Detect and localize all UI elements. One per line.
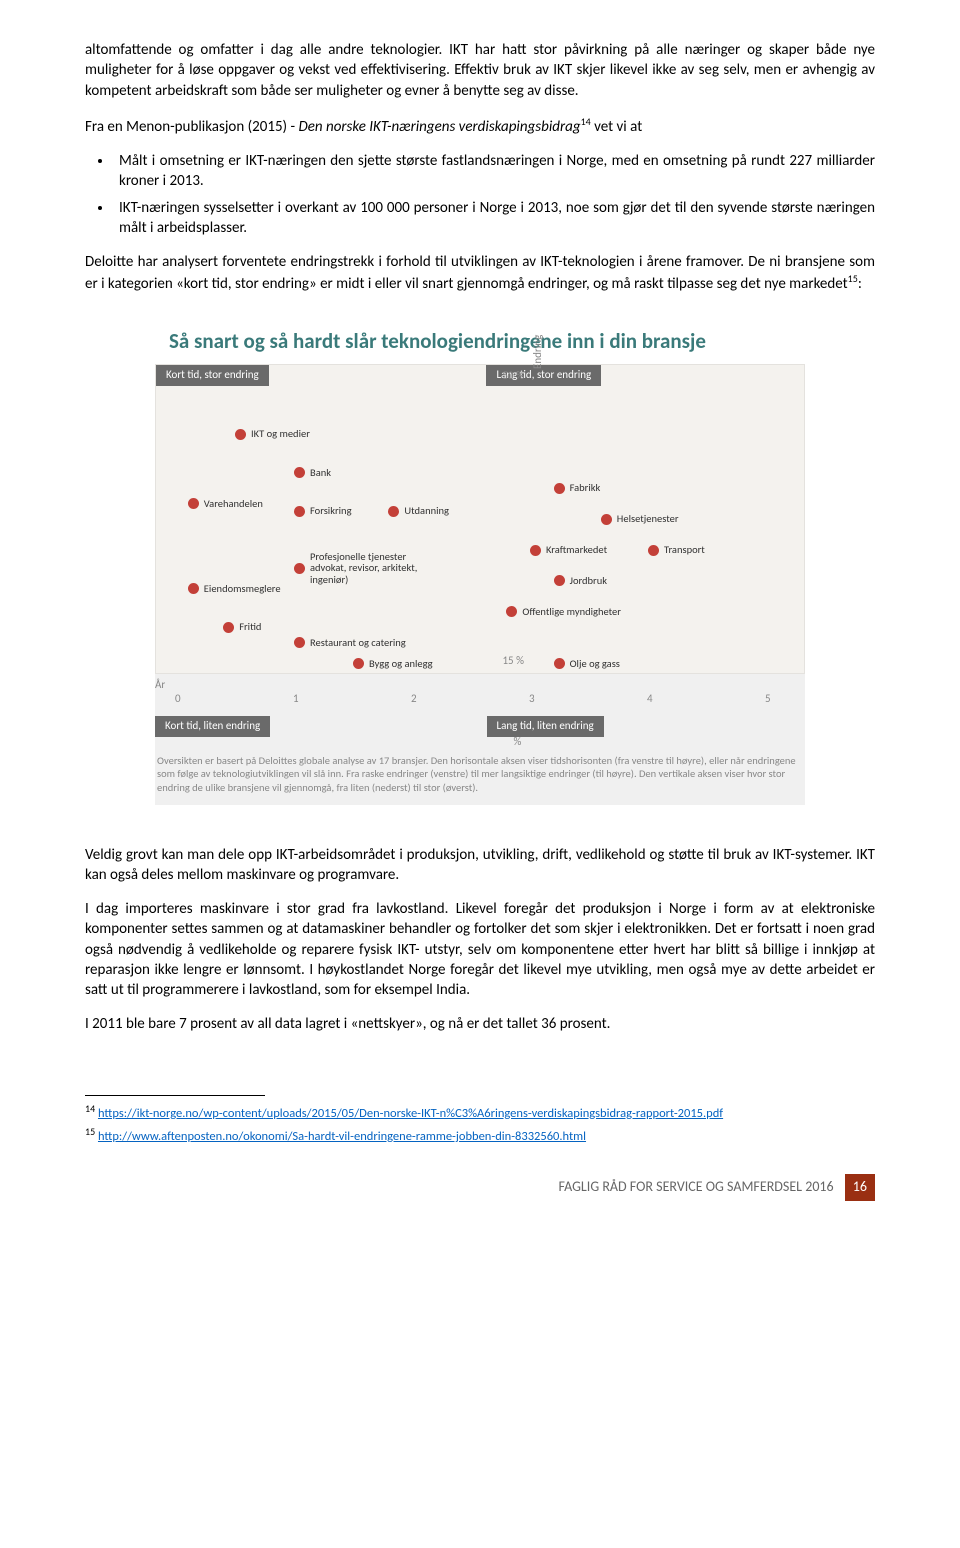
dot-icon [554,658,565,669]
chart-point-label: Varehandelen [204,497,263,511]
p2-b: vet vi at [591,118,643,136]
chart-point-label: Olje og gass [570,657,620,671]
x-tick: 5 [765,692,771,707]
dot-icon [294,467,305,478]
dot-icon [223,622,234,633]
x-tick: 4 [647,692,653,707]
chart-bottom-strip: Kort tid, liten endring 0 % Lang tid, li… [155,716,805,748]
chart-point: Bygg og anlegg [353,657,433,671]
chart-point-label: Forsikring [310,504,352,518]
dot-icon [235,429,246,440]
footnote-rule [85,1095,265,1096]
chart-point-label: Utdanning [404,504,449,518]
quad-tag-br: Lang tid, liten endring [487,716,604,737]
chart-point: IKT og medier [235,427,310,441]
chart-point: Eiendomsmeglere [188,582,281,596]
fn14-link[interactable]: https://ikt-norge.no/wp-content/uploads/… [98,1106,723,1121]
fn15-num: 15 [85,1125,95,1138]
dot-icon [601,514,612,525]
chart-point: Restaurant og catering [294,636,406,650]
dot-icon [188,583,199,594]
p2-a: Fra en Menon-publikasjon (2015) - [85,118,298,136]
chart-point: Varehandelen [188,497,263,511]
footer-page-number: 16 [845,1174,875,1201]
chart-point-label: Eiendomsmeglere [204,582,281,596]
chart-point: Profesjonelle tjenester advokat, revisor… [294,551,420,586]
footer-text: FAGLIG RÅD FOR SERVICE OG SAMFERDSEL 201… [558,1178,833,1195]
fn15-link[interactable]: http://www.aftenposten.no/okonomi/Sa-har… [98,1129,586,1144]
sup-15: 15 [848,272,858,285]
chart-point-label: Kraftmarkedet [546,543,607,557]
chart-caption: Oversikten er basert på Deloittes global… [155,748,805,805]
paragraph-2: Fra en Menon-publikasjon (2015) - Den no… [85,115,875,137]
dot-icon [554,575,565,586]
paragraph-5: I dag importeres maskinvare i stor grad … [85,899,875,1000]
dot-icon [294,563,305,574]
x-tick: 2 [411,692,417,707]
x-tick: 0 [175,692,181,707]
dot-icon [294,506,305,517]
chart-point-label: Fabrikk [570,481,601,495]
paragraph-6: I 2011 ble bare 7 prosent av all data la… [85,1014,875,1034]
chart-point-label: Bygg og anlegg [369,657,433,671]
p2-italic: Den norske IKT-næringens verdiskapingsbi… [298,118,580,136]
x-tick: 1 [293,692,299,707]
chart-point: Kraftmarkedet [530,543,607,557]
paragraph-4: Veldig grovt kan man dele opp IKT-arbeid… [85,845,875,886]
chart-point-label: IKT og medier [251,427,310,441]
x-tick: 3 [529,692,535,707]
chart-container: Så snart og så hardt slår teknologiendri… [155,317,805,805]
fn14-num: 14 [85,1102,95,1115]
y-axis-label: Endring [531,334,546,368]
y-tick-15: 15 % [502,654,524,669]
p3-b: : [858,275,862,293]
p3-a: Deloitte har analysert forventete endrin… [85,253,875,293]
chart-point-label: Transport [664,543,705,557]
chart-point: Transport [648,543,705,557]
dot-icon [648,545,659,556]
quad-tag-tl: Kort tid, stor endring [156,365,269,386]
chart-title: Så snart og så hardt slår teknologiendri… [155,317,805,364]
dot-icon [530,545,541,556]
chart-point: Fabrikk [554,481,601,495]
footnote-14: 14 https://ikt-norge.no/wp-content/uploa… [85,1102,875,1123]
dot-icon [388,506,399,517]
chart-point-label: Jordbruk [570,574,607,588]
paragraph-1: altomfattende og omfatter i dag alle and… [85,40,875,101]
chart-point: Forsikring [294,504,352,518]
chart-point-label: Restaurant og catering [310,636,406,650]
x-axis-label: År [155,678,165,693]
chart-point-label: Bank [310,466,331,480]
bullet-1: Målt i omsetning er IKT-næringen den sje… [113,151,875,192]
chart-point: Utdanning [388,504,449,518]
chart-point: Helsetjenester [601,512,679,526]
chart-point-label: Offentlige myndigheter [522,605,621,619]
sup-14: 14 [581,115,591,128]
chart-point: Offentlige myndigheter [506,605,621,619]
chart-point-label: Fritid [239,620,261,634]
dot-icon [188,498,199,509]
chart-point: Jordbruk [554,574,607,588]
quad-tag-bl: Kort tid, liten endring [155,716,270,737]
chart-point-label: Profesjonelle tjenester advokat, revisor… [310,551,420,586]
chart-point: Bank [294,466,331,480]
bullet-2: IKT-næringen sysselsetter i overkant av … [113,198,875,239]
dot-icon [294,637,305,648]
bullet-list: Målt i omsetning er IKT-næringen den sje… [113,151,875,238]
chart-point: Olje og gass [554,657,620,671]
dot-icon [554,483,565,494]
chart-point: Fritid [223,620,261,634]
y-tick-50: 50 % [502,369,524,384]
x-axis: År 0 1 2 3 4 5 [155,674,805,714]
dot-icon [506,606,517,617]
dot-icon [353,658,364,669]
page-footer: FAGLIG RÅD FOR SERVICE OG SAMFERDSEL 201… [85,1174,875,1201]
paragraph-3: Deloitte har analysert forventete endrin… [85,252,875,295]
chart-point-label: Helsetjenester [617,512,679,526]
footnote-15: 15 http://www.aftenposten.no/okonomi/Sa-… [85,1125,875,1146]
chart-plot-area: Kort tid, stor endring Lang tid, stor en… [155,364,805,674]
